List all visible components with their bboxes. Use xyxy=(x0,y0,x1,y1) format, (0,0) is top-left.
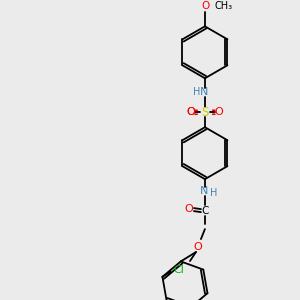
Text: O: O xyxy=(202,2,210,11)
Text: Cl: Cl xyxy=(173,265,184,275)
Text: C: C xyxy=(201,206,208,216)
Text: S: S xyxy=(201,106,208,119)
Text: O: O xyxy=(187,107,195,117)
Text: H: H xyxy=(210,188,218,198)
Text: H: H xyxy=(193,87,201,97)
Text: O: O xyxy=(214,107,223,117)
Text: CH₃: CH₃ xyxy=(215,2,233,11)
Text: O: O xyxy=(187,107,195,117)
Text: N: N xyxy=(200,87,208,97)
Text: N: N xyxy=(200,186,208,196)
Text: O: O xyxy=(184,204,193,214)
Text: O: O xyxy=(194,242,202,252)
